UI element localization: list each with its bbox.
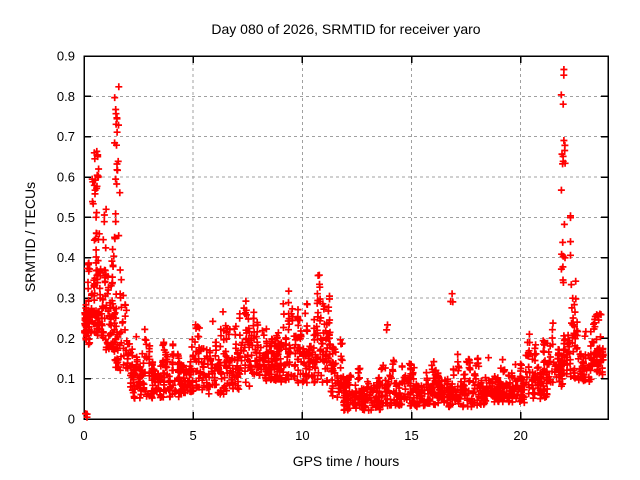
y-tick-label: 0.7 (57, 129, 75, 144)
x-tick-label: 0 (80, 428, 87, 443)
y-tick-label: 0.6 (57, 170, 75, 185)
data-points (81, 66, 607, 421)
x-tick-label: 5 (190, 428, 197, 443)
y-tick-label: 0.5 (57, 210, 75, 225)
y-tick-label: 0.9 (57, 49, 75, 64)
x-tick-label: 15 (404, 428, 418, 443)
y-tick-label: 0.4 (57, 250, 75, 265)
y-tick-label: 0.3 (57, 291, 75, 306)
y-tick-label: 0.2 (57, 331, 75, 346)
x-tick-label: 20 (513, 428, 527, 443)
y-tick-label: 0 (68, 412, 75, 427)
chart-title: Day 080 of 2026, SRMTID for receiver yar… (211, 21, 481, 37)
y-tick-label: 0.1 (57, 371, 75, 386)
x-tick-label: 10 (295, 428, 309, 443)
x-axis-label: GPS time / hours (292, 453, 400, 469)
y-tick-label: 0.8 (57, 89, 75, 104)
plot-border (83, 55, 609, 420)
